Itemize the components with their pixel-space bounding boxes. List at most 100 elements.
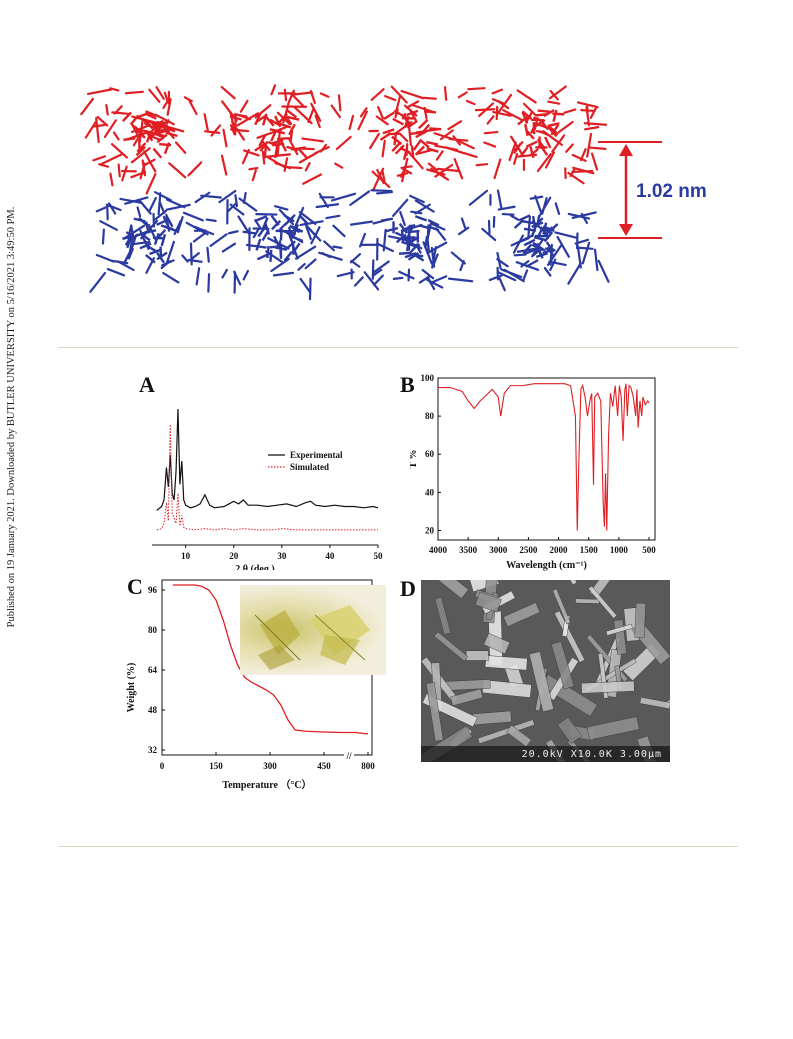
- bond: [392, 117, 405, 126]
- bond: [468, 189, 489, 206]
- bond: [273, 145, 279, 159]
- bond: [176, 215, 184, 234]
- bond: [518, 214, 531, 222]
- chart-a-xrd: 10 20 30 40 50 2 θ (deg.) Experimental Simulate…: [152, 408, 384, 570]
- bond: [263, 146, 268, 159]
- bond: [585, 106, 591, 127]
- bond: [567, 262, 582, 285]
- bond: [426, 241, 448, 255]
- bond: [414, 145, 426, 156]
- bond: [290, 91, 313, 96]
- divider-bottom: [58, 846, 738, 847]
- bond: [101, 228, 105, 245]
- bond: [496, 270, 517, 282]
- bond: [299, 277, 312, 294]
- bond: [414, 203, 431, 215]
- sem-flake: [586, 716, 640, 741]
- bond: [151, 131, 164, 139]
- bond: [298, 211, 317, 225]
- bond: [435, 150, 444, 161]
- bond: [424, 235, 429, 249]
- bond: [412, 139, 422, 151]
- bond: [162, 97, 171, 110]
- bond: [577, 246, 594, 250]
- bond: [142, 119, 154, 130]
- y-axis-label: T %: [410, 450, 419, 469]
- bond: [96, 115, 109, 127]
- bond: [269, 118, 282, 127]
- bond: [510, 214, 520, 221]
- bond: [407, 229, 420, 234]
- bond: [259, 140, 269, 152]
- bond: [254, 104, 272, 119]
- bond: [155, 124, 169, 129]
- bond: [162, 271, 180, 284]
- bond: [418, 275, 431, 284]
- bond: [298, 148, 309, 160]
- bond: [187, 258, 203, 263]
- y-tick-label: 60: [425, 449, 435, 459]
- x-tick-label: 50: [374, 551, 384, 561]
- bond: [381, 139, 386, 158]
- bond: [145, 172, 157, 195]
- bond: [205, 218, 217, 222]
- bond: [304, 162, 311, 172]
- sem-flake: [450, 688, 484, 707]
- bond: [106, 267, 126, 277]
- bond: [589, 106, 598, 119]
- sem-image: 20.0kV X10.0K 3.00µm: [421, 580, 670, 762]
- bond: [319, 143, 328, 153]
- bond: [287, 115, 300, 121]
- bond: [523, 248, 536, 256]
- bond: [248, 166, 259, 171]
- x-tick-label: 40: [325, 551, 335, 561]
- bond: [135, 112, 149, 119]
- bond: [117, 163, 121, 178]
- bond: [583, 122, 608, 126]
- y-tick-label: 96: [148, 585, 158, 595]
- bond: [556, 235, 570, 258]
- bond: [534, 195, 543, 214]
- bond: [109, 87, 120, 92]
- bond: [200, 194, 222, 199]
- y-axis-label: Weight (%): [126, 663, 137, 713]
- bond: [379, 132, 392, 141]
- bond: [157, 192, 162, 216]
- bond: [287, 230, 294, 244]
- bond: [426, 168, 446, 176]
- bond: [567, 171, 585, 185]
- bond: [372, 268, 383, 277]
- bond: [593, 248, 599, 272]
- bond: [145, 110, 158, 118]
- bond: [238, 197, 258, 212]
- bond: [84, 121, 97, 139]
- bond: [165, 131, 178, 138]
- publication-sidebar-note: Published on 19 January 2021. Downloaded…: [6, 206, 17, 628]
- bond: [462, 151, 478, 159]
- bond: [136, 142, 147, 153]
- bond: [368, 132, 380, 150]
- bond: [287, 226, 294, 239]
- bond: [522, 102, 536, 116]
- bond: [95, 253, 115, 263]
- bond: [218, 189, 237, 204]
- bond: [258, 134, 267, 147]
- bond: [156, 218, 169, 226]
- bond: [206, 246, 210, 263]
- bond: [530, 121, 538, 134]
- bond: [92, 123, 106, 128]
- bond: [426, 278, 444, 289]
- bond: [381, 170, 386, 184]
- bond: [418, 224, 431, 230]
- bond: [236, 112, 259, 127]
- x-tick-label: 300: [263, 761, 277, 771]
- ir-spectrum-line: [438, 383, 650, 531]
- molecular-packing-figure: 1.02 nm: [80, 84, 707, 301]
- bond: [110, 143, 128, 159]
- sem-flake: [474, 591, 502, 613]
- bond: [534, 118, 546, 128]
- bond: [546, 246, 556, 258]
- bond: [497, 93, 513, 114]
- y-tick-label: 48: [148, 705, 158, 715]
- bond: [457, 91, 468, 99]
